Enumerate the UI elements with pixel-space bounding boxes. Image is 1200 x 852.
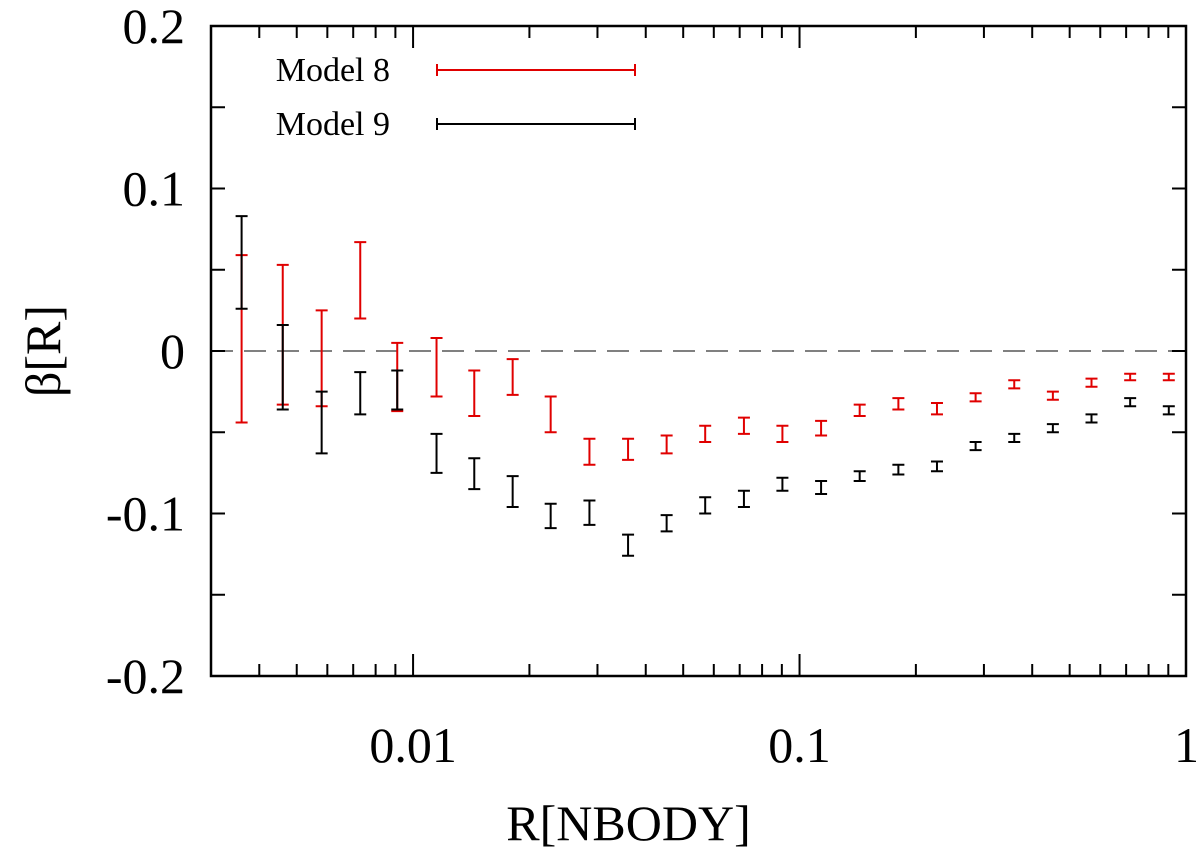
series-model-8 — [235, 241, 1175, 466]
error-bar — [1085, 413, 1098, 424]
error-bar — [583, 499, 596, 526]
error-bar — [930, 460, 943, 473]
error-bar — [892, 397, 905, 411]
y-tick-label: 0.1 — [123, 161, 186, 217]
error-bar — [622, 437, 635, 461]
error-bar — [737, 416, 750, 435]
error-bar — [1008, 432, 1021, 443]
y-axis-title: β[R] — [15, 305, 71, 397]
error-bar — [699, 424, 712, 443]
error-bar — [853, 403, 866, 417]
plot-frame — [209, 24, 1188, 678]
error-bar — [544, 502, 557, 530]
error-bar — [699, 496, 712, 515]
error-bar — [506, 358, 519, 396]
x-tick-label: 0.1 — [768, 717, 831, 773]
error-bar — [1008, 379, 1021, 390]
error-bar — [930, 402, 943, 416]
legend: Model 8 Model 9 — [276, 52, 636, 143]
error-bar — [853, 470, 866, 482]
y-tick-label: 0.2 — [123, 0, 186, 54]
error-bar — [430, 337, 443, 398]
error-bar — [1124, 372, 1137, 382]
error-bar — [1085, 377, 1098, 388]
error-bar — [235, 215, 248, 310]
error-bar — [892, 463, 905, 476]
x-tick-label: 0.01 — [369, 717, 457, 773]
error-bar — [815, 419, 828, 437]
error-bar — [544, 395, 557, 434]
legend-label: Model 9 — [276, 106, 390, 143]
tick-labels: 0.2 0.1 0 -0.1 -0.2 0.01 0.1 1 — [106, 0, 1199, 773]
error-bar — [506, 475, 519, 508]
legend-item: Model 8 — [276, 52, 636, 89]
error-bar — [583, 437, 596, 466]
error-bar — [1046, 390, 1059, 401]
error-bar — [622, 533, 635, 557]
y-tick-label: 0 — [160, 323, 185, 379]
error-bar — [660, 434, 673, 455]
y-tick-label: -0.2 — [106, 648, 185, 704]
error-bar — [1124, 397, 1137, 408]
series-layer — [235, 215, 1175, 557]
error-bar — [1046, 423, 1059, 434]
error-bar — [276, 324, 289, 411]
x-tick-label: 1 — [1174, 717, 1199, 773]
error-bar — [315, 390, 328, 455]
error-bar — [815, 480, 828, 495]
error-bar — [969, 441, 982, 452]
error-bar — [1162, 372, 1175, 382]
axis-ticks — [210, 25, 1186, 677]
error-bar — [969, 392, 982, 403]
error-bar — [391, 369, 404, 411]
legend-label: Model 8 — [276, 52, 390, 89]
error-bar — [468, 457, 481, 491]
error-bar — [468, 369, 481, 417]
error-bar — [1162, 405, 1175, 416]
error-bar — [430, 432, 443, 474]
x-axis-title: R[NBODY] — [506, 795, 750, 851]
error-bar — [660, 514, 673, 533]
error-bar — [776, 476, 789, 492]
error-bar — [737, 489, 750, 508]
error-bar — [354, 371, 367, 416]
y-tick-label: -0.1 — [106, 486, 185, 542]
error-bar — [354, 241, 367, 320]
error-bar — [776, 424, 789, 443]
legend-item: Model 9 — [276, 106, 636, 143]
series-model-9 — [235, 215, 1175, 557]
